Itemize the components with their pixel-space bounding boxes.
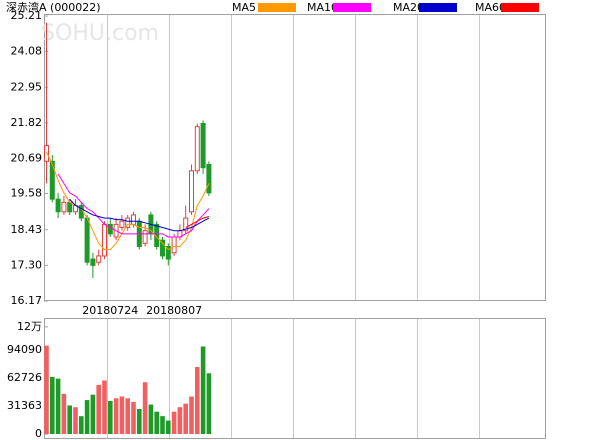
candle-body	[165, 245, 171, 260]
volume-bar	[84, 400, 90, 434]
volume-bar	[119, 396, 125, 434]
ma-line	[46, 151, 210, 251]
y-tick-label: 20.69	[11, 152, 43, 165]
volume-bar	[177, 407, 183, 434]
legend-swatch	[501, 3, 539, 12]
candle-body	[96, 255, 102, 263]
candle-body	[55, 198, 61, 213]
volume-bar	[206, 373, 212, 434]
candle-body	[189, 170, 194, 213]
y-tick-label: 19.58	[11, 186, 43, 199]
candle-body	[119, 220, 125, 229]
y-tick-label: 31363	[7, 399, 42, 412]
y-tick-label: 16.17	[11, 294, 43, 307]
legend-label: MA5	[232, 1, 256, 14]
candle-body	[84, 217, 90, 263]
legend-swatch	[333, 3, 371, 12]
ma-line	[185, 216, 210, 228]
x-tick-label: 20180724	[82, 304, 138, 317]
y-tick-label: 0	[35, 427, 42, 440]
volume-bar	[61, 393, 67, 434]
volume-bar	[200, 346, 206, 434]
y-tick-label: 18.43	[11, 223, 43, 236]
candle-body	[44, 145, 49, 162]
legend-label: MA10	[307, 1, 338, 14]
volume-bar	[154, 411, 159, 434]
price-panel	[44, 14, 546, 301]
candle-body	[131, 214, 136, 225]
volume-bar	[195, 367, 200, 434]
volume-bar	[137, 409, 142, 434]
volume-bar	[96, 384, 101, 434]
ma-line	[69, 198, 210, 232]
watermark: SOHU.com	[41, 21, 159, 46]
volume-bar	[113, 398, 119, 434]
chart-title: 深赤湾A (000022)	[6, 0, 101, 14]
legend-label: MA60	[475, 1, 506, 14]
candle-body	[142, 230, 148, 244]
candle-body	[206, 163, 212, 194]
candle-body	[102, 223, 107, 257]
volume-bar	[50, 376, 55, 434]
volume-bar	[55, 378, 61, 434]
ma-line	[57, 173, 210, 238]
volume-bar	[148, 404, 154, 434]
volume-bar	[125, 398, 130, 434]
candle-body	[67, 201, 73, 213]
legend-swatch	[258, 3, 296, 12]
y-tick-label: 12万	[17, 320, 42, 333]
y-tick-label: 25.21	[11, 9, 43, 22]
volume-bar	[44, 345, 49, 434]
volume-bar	[171, 411, 177, 434]
candle-body	[183, 217, 189, 232]
volume-bar	[73, 407, 78, 434]
candle-body	[194, 126, 200, 172]
y-tick-label: 62726	[7, 371, 42, 384]
volume-bar	[108, 400, 113, 434]
candle-body	[171, 236, 177, 254]
y-tick-label: 17.30	[11, 258, 43, 271]
y-tick-label: 21.82	[11, 116, 43, 129]
x-tick-label: 20180807	[146, 304, 202, 317]
candle-body	[61, 201, 67, 213]
candle-body	[90, 258, 96, 266]
volume-bar	[142, 382, 148, 434]
y-tick-label: 22.95	[11, 80, 43, 93]
y-tick-label: 24.08	[11, 45, 43, 58]
volume-bar	[166, 420, 171, 434]
legend-swatch	[419, 3, 457, 12]
volume-bar	[189, 396, 194, 434]
volume-bar	[183, 403, 188, 434]
candle-body	[200, 123, 206, 169]
volume-bar	[67, 405, 72, 434]
volume-bar	[160, 416, 165, 434]
candle-body	[49, 160, 55, 200]
volume-bar	[131, 401, 136, 434]
candle-body	[125, 217, 131, 229]
candle-body	[160, 239, 165, 257]
volume-bar	[102, 380, 107, 434]
y-tick-label: 94090	[7, 343, 42, 356]
volume-bar	[90, 394, 96, 434]
candle-body	[107, 223, 113, 235]
volume-bar	[79, 416, 84, 434]
legend-label: MA20	[393, 1, 424, 14]
